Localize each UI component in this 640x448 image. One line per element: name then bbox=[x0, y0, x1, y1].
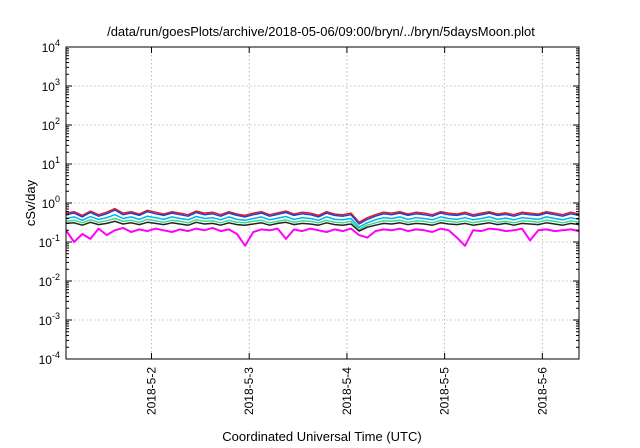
series-line-2 bbox=[65, 209, 580, 225]
x-axis-label: Coordinated Universal Time (UTC) bbox=[222, 429, 421, 444]
y-tick-label: 10-2 bbox=[39, 272, 60, 289]
y-tick-base: 10 bbox=[42, 197, 56, 211]
x-tick-label: 2018-5-6 bbox=[535, 367, 549, 415]
y-tick-exponent: -4 bbox=[52, 350, 60, 360]
y-tick-base: 10 bbox=[39, 275, 53, 289]
y-tick-label: 100 bbox=[42, 194, 60, 211]
series-line-6 bbox=[65, 226, 580, 247]
y-tick-label: 10-4 bbox=[39, 350, 60, 367]
series-line-3 bbox=[65, 213, 580, 228]
y-tick-base: 10 bbox=[42, 80, 56, 94]
y-tick-label: 101 bbox=[42, 155, 60, 172]
y-tick-base: 10 bbox=[39, 353, 53, 367]
y-tick-label: 10-3 bbox=[39, 311, 60, 328]
y-tick-exponent: 2 bbox=[55, 116, 60, 126]
y-tick-exponent: -1 bbox=[52, 233, 60, 243]
grid bbox=[66, 46, 579, 360]
series-line-4 bbox=[65, 217, 580, 231]
y-tick-base: 10 bbox=[42, 158, 56, 172]
series-line-1 bbox=[65, 207, 580, 224]
series-lines bbox=[65, 207, 580, 247]
y-tick-exponent: 0 bbox=[55, 194, 60, 204]
y-tick-exponent: -2 bbox=[52, 272, 60, 282]
y-tick-exponent: -3 bbox=[52, 311, 60, 321]
x-tick-label: 2018-5-2 bbox=[145, 367, 159, 415]
y-tick-label: 104 bbox=[42, 38, 60, 55]
x-tick-label: 2018-5-5 bbox=[438, 367, 452, 415]
x-axis-ticks: 2018-5-2 2018-5-3 2018-5-4 2018-5-5 2018-5-6 bbox=[145, 47, 549, 415]
y-tick-base: 10 bbox=[42, 119, 56, 133]
y-tick-exponent: 4 bbox=[55, 38, 60, 48]
x-tick-label: 2018-5-4 bbox=[340, 367, 354, 415]
y-tick-exponent: 3 bbox=[55, 77, 60, 87]
y-tick-label: 10-1 bbox=[39, 233, 60, 250]
chart-title: /data/run/goesPlots/archive/2018-05-06/0… bbox=[107, 24, 535, 39]
y-tick-label: 103 bbox=[42, 77, 60, 94]
y-tick-base: 10 bbox=[39, 314, 53, 328]
y-tick-base: 10 bbox=[42, 41, 56, 55]
series-line-5 bbox=[65, 220, 580, 232]
y-tick-label: 102 bbox=[42, 116, 60, 133]
y-tick-exponent: 1 bbox=[55, 155, 60, 165]
x-tick-label: 2018-5-3 bbox=[242, 367, 256, 415]
y-axis-label: cSv/day bbox=[23, 179, 38, 226]
y-tick-base: 10 bbox=[39, 236, 53, 250]
